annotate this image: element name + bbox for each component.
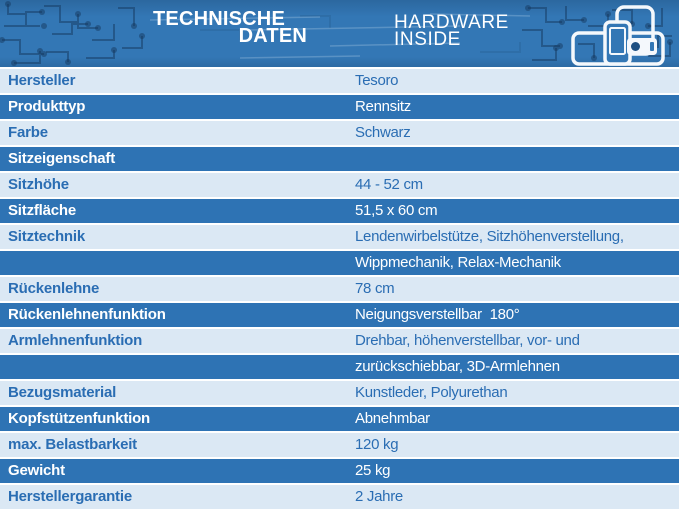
table-row: Sitztechnik Lendenwirbelstütze, Sitzhöhe… bbox=[0, 225, 679, 249]
spec-label: Sitzfläche bbox=[8, 202, 77, 219]
spec-label: Produkttyp bbox=[8, 98, 86, 115]
spec-label: Armlehnenfunktion bbox=[8, 332, 143, 349]
spec-label bbox=[0, 355, 355, 379]
spec-label: Gewicht bbox=[8, 462, 65, 479]
table-row: Kopfstützenfunktion Abnehmbar bbox=[0, 407, 679, 431]
table-row: Herstellergarantie 2 Jahre bbox=[0, 485, 679, 509]
spec-value: Lendenwirbelstütze, Sitzhöhenverstellung… bbox=[355, 228, 624, 245]
spec-value: Wippmechanik, Relax-Mechanik bbox=[355, 254, 561, 271]
spec-value: Neigungsverstellbar 180° bbox=[355, 306, 520, 323]
phone-icon bbox=[603, 20, 632, 66]
table-row: Armlehnenfunktion Drehbar, höhenverstell… bbox=[0, 329, 679, 353]
spec-value: 120 kg bbox=[355, 436, 399, 453]
table-row: Sitzhöhe 44 - 52 cm bbox=[0, 173, 679, 197]
spec-label: Bezugsmaterial bbox=[8, 384, 117, 401]
page-title-line2: DATEN bbox=[238, 25, 307, 47]
spec-label: Kopfstützenfunktion bbox=[8, 410, 151, 427]
spec-label: Herstellergarantie bbox=[8, 488, 132, 505]
page-title-line1: TECHNISCHE bbox=[152, 8, 285, 30]
brand-line1: HARDWARE bbox=[394, 12, 509, 33]
spec-label bbox=[0, 251, 355, 275]
table-row: max. Belastbarkeit 120 kg bbox=[0, 433, 679, 457]
spec-value: Kunstleder, Polyurethan bbox=[355, 384, 508, 401]
spec-label: Rückenlehnenfunktion bbox=[8, 306, 166, 323]
table-row: Hersteller Tesoro bbox=[0, 69, 679, 93]
page-title: TECHNISCHE DATEN bbox=[100, 8, 307, 47]
table-row: Wippmechanik, Relax-Mechanik bbox=[0, 251, 679, 275]
spec-value: Abnehmbar bbox=[355, 410, 430, 427]
spec-table: Hersteller Tesoro Produkttyp Rennsitz Fa… bbox=[0, 67, 679, 509]
table-row: Produkttyp Rennsitz bbox=[0, 95, 679, 119]
camera-icon bbox=[627, 38, 657, 55]
table-row: zurückschiebbar, 3D-Armlehnen bbox=[0, 355, 679, 379]
table-row: Sitzeigenschaft bbox=[0, 147, 679, 171]
spec-value: Schwarz bbox=[355, 124, 411, 141]
spec-value: zurückschiebbar, 3D-Armlehnen bbox=[355, 358, 560, 375]
spec-label: Sitztechnik bbox=[8, 228, 85, 245]
spec-value: Rennsitz bbox=[355, 98, 411, 115]
spec-label: Hersteller bbox=[8, 72, 76, 89]
spec-value bbox=[355, 147, 679, 171]
brand-name: HARDWARE INSIDE bbox=[394, 12, 509, 50]
table-row: Farbe Schwarz bbox=[0, 121, 679, 145]
spec-label: Sitzeigenschaft bbox=[8, 150, 116, 167]
spec-value: 51,5 x 60 cm bbox=[355, 202, 438, 219]
header-banner: TECHNISCHE DATEN HARDWARE INSIDE bbox=[0, 0, 679, 67]
hardware-inside-logo bbox=[571, 5, 665, 66]
table-row: Bezugsmaterial Kunstleder, Polyurethan bbox=[0, 381, 679, 405]
spec-label: max. Belastbarkeit bbox=[8, 436, 137, 453]
spec-value: 44 - 52 cm bbox=[355, 176, 423, 193]
table-row: Rückenlehnenfunktion Neigungsverstellbar… bbox=[0, 303, 679, 327]
table-row: Gewicht 25 kg bbox=[0, 459, 679, 483]
spec-value: Drehbar, höhenverstellbar, vor- und bbox=[355, 332, 580, 349]
table-row: Sitzfläche 51,5 x 60 cm bbox=[0, 199, 679, 223]
spec-value: 78 cm bbox=[355, 280, 395, 297]
brand-line2: INSIDE bbox=[394, 29, 461, 50]
table-row: Rückenlehne 78 cm bbox=[0, 277, 679, 301]
spec-label: Farbe bbox=[8, 124, 48, 141]
spec-value: 2 Jahre bbox=[355, 488, 403, 505]
spec-value: Tesoro bbox=[355, 72, 399, 89]
circuit-board-background bbox=[0, 0, 679, 67]
spec-label: Sitzhöhe bbox=[8, 176, 69, 193]
spec-label: Rückenlehne bbox=[8, 280, 100, 297]
spec-value: 25 kg bbox=[355, 462, 391, 479]
